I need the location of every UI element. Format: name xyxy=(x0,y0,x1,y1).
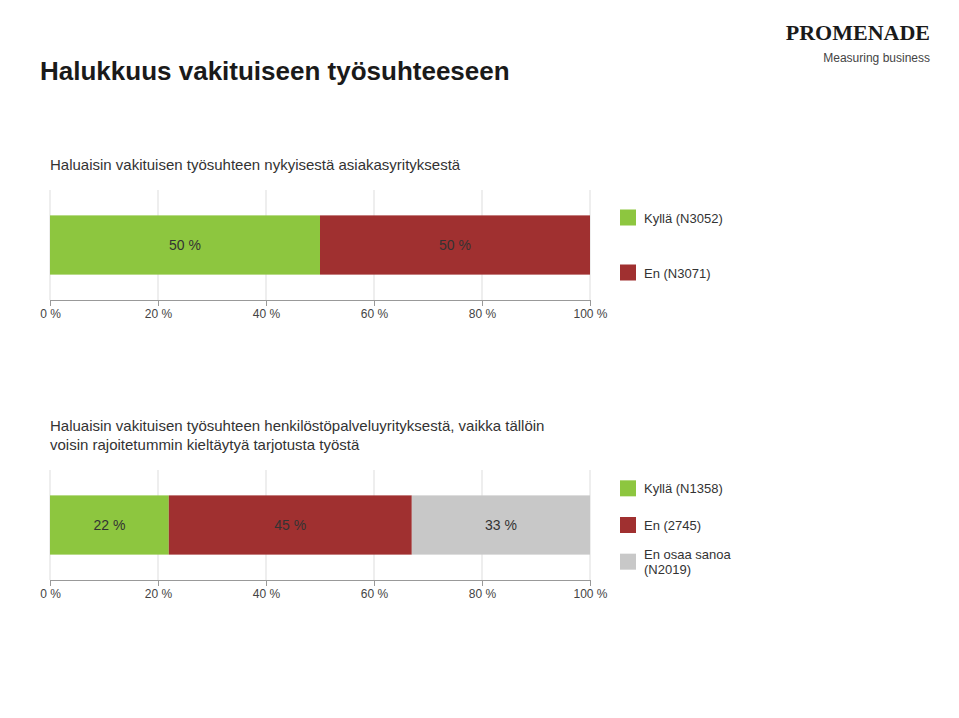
text-line: Kyllä (N1358) xyxy=(644,481,723,496)
text-line: En osaa sanoa xyxy=(644,547,732,562)
x-tick: 20 % xyxy=(145,300,173,321)
x-tick: 100 % xyxy=(573,580,607,601)
tick-mark xyxy=(266,300,267,306)
text-line: (N2019) xyxy=(644,562,691,577)
data-labels: 22 % 45 % 33 % xyxy=(93,517,516,533)
legend-entry: En (2745) xyxy=(644,518,701,533)
tick-mark xyxy=(50,580,51,586)
bar xyxy=(169,495,412,554)
x-tick: 40 % xyxy=(253,300,281,321)
subtitle: Haluaisin vakituisen työsuhteen henkilös… xyxy=(50,417,544,453)
bars xyxy=(50,215,590,274)
subtitle: Haluaisin vakituisen työsuhteen nykyises… xyxy=(50,156,461,173)
legend-entry: En osaa sanoa(N2019) xyxy=(644,547,732,577)
data-label: 33 % xyxy=(485,517,517,533)
x-axis: 0 % 20 % 40 % 60 % 80 % 100 % xyxy=(40,580,608,601)
bars xyxy=(50,495,590,554)
bar xyxy=(50,495,169,554)
tick-label: 80 % xyxy=(469,587,497,601)
tick-mark xyxy=(266,580,267,586)
bar xyxy=(50,215,320,274)
legend-entry: Kyllä (N1358) xyxy=(644,481,723,496)
tick-mark xyxy=(590,580,591,586)
x-tick: 60 % xyxy=(361,300,389,321)
x-tick: 60 % xyxy=(361,580,389,601)
chart: Haluaisin vakituisen työsuhteen nykyises… xyxy=(40,156,723,321)
chart-canvas: Halukkuus vakituiseen työsuhteeseen PROME… xyxy=(0,0,959,718)
annotation: PROMENADE xyxy=(786,20,930,45)
text-line: voisin rajoitetummin kieltäytyä tarjotus… xyxy=(50,436,360,453)
x-tick: 0 % xyxy=(40,580,61,601)
tick-label: 80 % xyxy=(469,307,497,321)
data-label: 50 % xyxy=(439,237,471,253)
tick-label: 0 % xyxy=(40,587,61,601)
tick-label: 20 % xyxy=(145,587,173,601)
tick-label: 100 % xyxy=(573,307,607,321)
legend: Kyllä (N1358) En (2745) En osaa sanoa(N201… xyxy=(620,480,732,576)
legend-entry: En (N3071) xyxy=(644,265,710,280)
tick-mark xyxy=(590,300,591,306)
tick-mark xyxy=(374,300,375,306)
annotation: Measuring business xyxy=(823,51,930,65)
axis-line xyxy=(51,300,591,301)
bar xyxy=(320,215,590,274)
tick-mark xyxy=(50,300,51,306)
tick-mark xyxy=(482,580,483,586)
tick-label: 100 % xyxy=(573,587,607,601)
tick-mark xyxy=(158,580,159,586)
chart: Haluaisin vakituisen työsuhteen henkilös… xyxy=(40,417,731,601)
legend-swatch xyxy=(620,210,636,226)
legend-entry: Kyllä (N3052) xyxy=(644,210,723,225)
data-label: 45 % xyxy=(274,517,306,533)
legend-swatch xyxy=(620,554,636,570)
tick-label: 40 % xyxy=(253,587,281,601)
tick-mark xyxy=(374,580,375,586)
text-line: En (2745) xyxy=(644,518,701,533)
x-tick: 20 % xyxy=(145,580,173,601)
axis-line xyxy=(51,580,591,581)
data-label: 50 % xyxy=(169,237,201,253)
legend-swatch xyxy=(620,517,636,533)
text-line: Haluaisin vakituisen työsuhteen nykyises… xyxy=(50,156,461,173)
text-line: En (N3071) xyxy=(644,265,710,280)
data-labels: 50 % 50 % xyxy=(169,237,471,253)
tick-label: 60 % xyxy=(361,307,389,321)
text-line: Haluaisin vakituisen työsuhteen henkilös… xyxy=(50,417,544,434)
x-tick: 100 % xyxy=(573,300,607,321)
x-tick: 40 % xyxy=(253,580,281,601)
grid xyxy=(50,470,590,580)
legend-swatch xyxy=(620,265,636,281)
x-tick: 80 % xyxy=(469,580,497,601)
tick-label: 20 % xyxy=(145,307,173,321)
title: Halukkuus vakituiseen työsuhteeseen xyxy=(40,56,510,86)
legend-swatch xyxy=(620,480,636,496)
tick-label: 40 % xyxy=(253,307,281,321)
x-tick: 0 % xyxy=(40,300,61,321)
x-axis: 0 % 20 % 40 % 60 % 80 % 100 % xyxy=(40,300,608,321)
text-line: Kyllä (N3052) xyxy=(644,210,723,225)
bar xyxy=(412,495,590,554)
data-label: 22 % xyxy=(93,517,125,533)
legend: Kyllä (N3052) En (N3071) xyxy=(620,210,723,281)
tick-mark xyxy=(158,300,159,306)
tick-label: 0 % xyxy=(40,307,61,321)
x-tick: 80 % xyxy=(469,300,497,321)
tick-label: 60 % xyxy=(361,587,389,601)
grid xyxy=(50,190,590,300)
tick-mark xyxy=(482,300,483,306)
